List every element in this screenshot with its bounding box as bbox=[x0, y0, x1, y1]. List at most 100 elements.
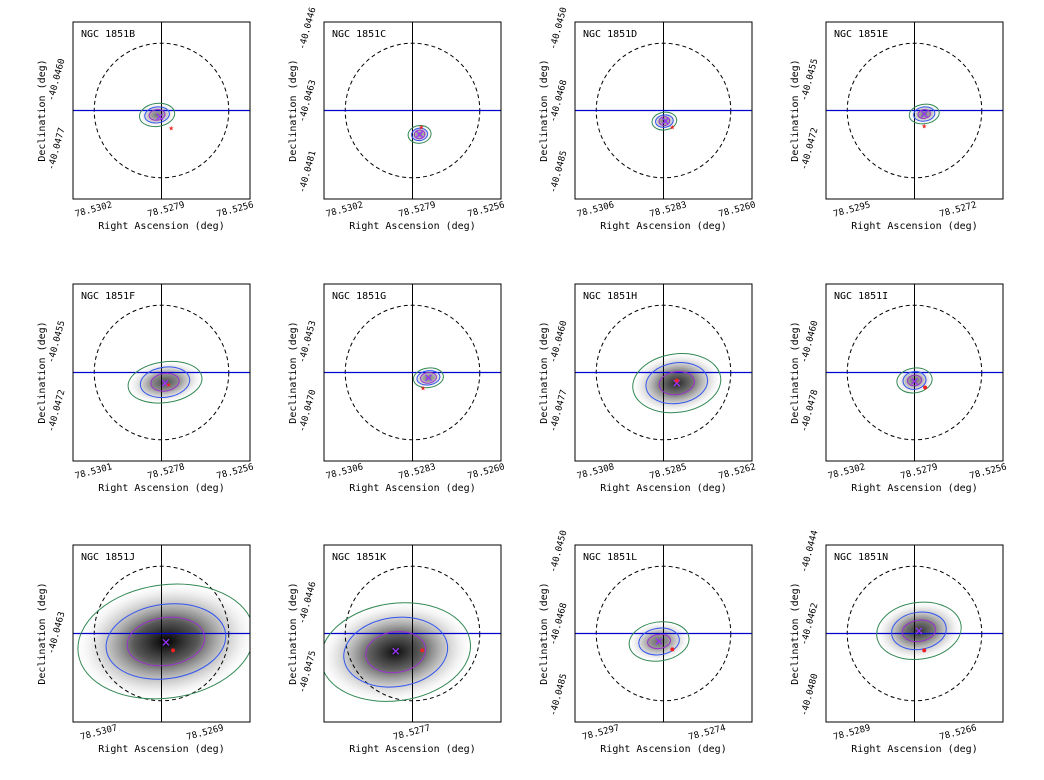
y-tick-label: -40.0463 bbox=[298, 79, 319, 123]
x-axis-label: Right Ascension (deg) bbox=[349, 483, 475, 494]
y-tick-label: -40.0468 bbox=[549, 79, 570, 123]
y-tick-label: -40.0453 bbox=[298, 320, 319, 364]
y-tick-label: -40.0472 bbox=[800, 127, 821, 171]
x-tick-label: 78.5283 bbox=[398, 462, 437, 481]
contour-mid bbox=[411, 127, 429, 142]
peak-marker bbox=[915, 627, 923, 635]
contour-inner bbox=[658, 116, 671, 127]
contour-mid bbox=[645, 362, 709, 405]
contour-mid bbox=[139, 366, 191, 399]
contour-inner bbox=[658, 370, 695, 396]
offset-marker bbox=[670, 647, 675, 652]
x-tick-label: 78.5302 bbox=[827, 462, 866, 481]
x-tick-label: 78.5289 bbox=[832, 723, 871, 742]
panel-ngc-1851g: ★ NGC 1851G 78.5306 78.5283 78.5260 -40.0453 -… bbox=[288, 283, 506, 494]
contour-outer bbox=[412, 367, 444, 389]
panel-ngc-1851e: ★ NGC 1851E 78.5295 78.5272 -40.0455 -40.0472… bbox=[790, 21, 1004, 232]
y-tick-label: -40.0475 bbox=[298, 650, 319, 694]
panel-frame bbox=[72, 283, 251, 462]
peak-marker bbox=[162, 638, 170, 646]
panel-frame bbox=[825, 544, 1004, 723]
x-tick-label: 78.5262 bbox=[718, 462, 757, 481]
y-tick-label: -40.0450 bbox=[549, 6, 570, 50]
contour-outer bbox=[632, 353, 722, 414]
plot-area bbox=[575, 284, 752, 461]
y-axis-label: Declination (deg) bbox=[790, 582, 801, 684]
panel-title: NGC 1851J bbox=[81, 552, 135, 563]
contour-inner bbox=[365, 630, 427, 674]
peak-marker bbox=[911, 377, 918, 385]
x-tick-label: 78.5285 bbox=[649, 462, 688, 481]
y-axis-label: Declination (deg) bbox=[288, 582, 299, 684]
panel-title: NGC 1851F bbox=[81, 291, 135, 302]
plot-area: ★ bbox=[73, 284, 250, 461]
contour-mid bbox=[105, 603, 227, 680]
peak-marker-stroke bbox=[920, 110, 928, 118]
peak-marker-stroke bbox=[915, 627, 923, 635]
peak-marker bbox=[424, 374, 432, 382]
panel-ngc-1851j: NGC 1851J 78.5307 78.5269 -40.0463 Right Asc… bbox=[37, 544, 251, 755]
panel-ngc-1851b: ★ NGC 1851B 78.5302 78.5279 78.5256 -40.0460 -… bbox=[37, 21, 255, 232]
x-tick-label: 78.5295 bbox=[832, 200, 871, 219]
contour-outer bbox=[127, 360, 203, 404]
y-axis-label: Declination (deg) bbox=[37, 59, 48, 161]
panel-frame bbox=[574, 283, 753, 462]
y-axis-label: Declination (deg) bbox=[539, 582, 550, 684]
y-tick-label: -40.0463 bbox=[47, 611, 68, 655]
contour-inner bbox=[413, 129, 426, 140]
panel-title: NGC 1851I bbox=[834, 291, 888, 302]
x-tick-label: 78.5279 bbox=[398, 200, 437, 219]
x-axis-label: Right Ascension (deg) bbox=[600, 483, 726, 494]
contour-mid bbox=[655, 114, 674, 128]
contour-inner bbox=[901, 619, 937, 643]
contour-mid bbox=[144, 106, 170, 124]
x-tick-label: 78.5266 bbox=[939, 723, 978, 742]
peak-marker bbox=[161, 379, 169, 387]
contour-mid bbox=[913, 106, 936, 122]
offset-marker: ★ bbox=[169, 123, 175, 133]
panel-title: NGC 1851G bbox=[332, 291, 386, 302]
y-tick-label: -40.0455 bbox=[800, 58, 821, 102]
y-axis-label: Declination (deg) bbox=[37, 321, 48, 423]
peak-marker bbox=[673, 379, 681, 387]
y-tick-label: -40.0460 bbox=[47, 58, 68, 102]
offset-marker: ★ bbox=[922, 122, 928, 132]
contour-outer bbox=[77, 583, 250, 700]
contour-outer bbox=[138, 102, 176, 128]
y-tick-label: -40.0468 bbox=[549, 602, 570, 646]
x-tick-label: 78.5283 bbox=[649, 200, 688, 219]
peak-marker-stroke bbox=[661, 117, 669, 125]
panel-ngc-1851l: NGC 1851L 78.5297 78.5274 -40.0450 -40.0468 -… bbox=[539, 529, 753, 755]
y-tick-label: -40.0477 bbox=[47, 127, 68, 171]
peak-marker-stroke bbox=[424, 374, 432, 382]
contour-outer bbox=[908, 103, 940, 125]
offset-marker bbox=[674, 378, 679, 383]
peak-marker-stroke bbox=[162, 638, 170, 646]
y-tick-label: -40.0455 bbox=[47, 320, 68, 364]
panel-title: NGC 1851N bbox=[834, 552, 888, 563]
contour-outer bbox=[896, 367, 933, 394]
x-tick-label: 78.5306 bbox=[325, 462, 364, 481]
panel-frame bbox=[574, 544, 753, 723]
y-tick-label: -40.0478 bbox=[800, 389, 821, 433]
panel-ngc-1851k: NGC 1851K 78.5277 -40.0446 -40.0475 Right As… bbox=[288, 544, 502, 755]
contour-inner bbox=[647, 633, 672, 650]
panel-frame bbox=[825, 283, 1004, 462]
panel-ngc-1851f: ★ NGC 1851F 78.5301 78.5278 78.5256 -40.0455 -… bbox=[37, 283, 255, 494]
contour-inner bbox=[917, 109, 931, 120]
panel-title: NGC 1851D bbox=[583, 29, 637, 40]
plot-area: ★ bbox=[324, 284, 501, 461]
offset-marker: ★ bbox=[419, 122, 425, 132]
panel-title: NGC 1851B bbox=[81, 29, 135, 40]
peak-marker bbox=[920, 110, 928, 118]
panel-title: NGC 1851E bbox=[834, 29, 888, 40]
contour-inner bbox=[906, 374, 923, 387]
y-tick-label: -40.0477 bbox=[549, 389, 570, 433]
peak-marker-stroke bbox=[673, 379, 681, 387]
x-axis-label: Right Ascension (deg) bbox=[851, 221, 977, 232]
contour-inner bbox=[420, 371, 437, 384]
x-tick-label: 78.5277 bbox=[392, 723, 431, 742]
offset-marker: ★ bbox=[166, 380, 172, 390]
contour-outer bbox=[628, 621, 690, 662]
panel-ngc-1851h: NGC 1851H 78.5308 78.5285 78.5262 -40.0460 -4… bbox=[539, 283, 757, 494]
